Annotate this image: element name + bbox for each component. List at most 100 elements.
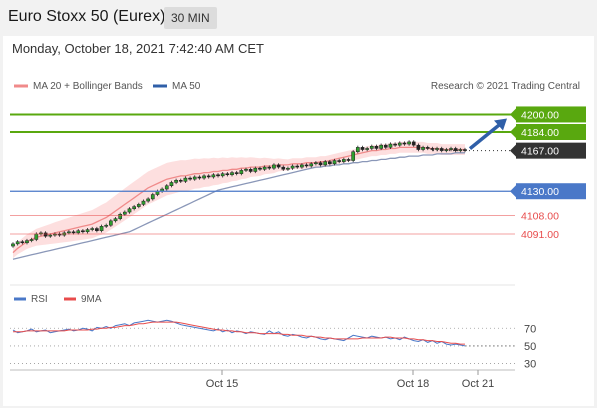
candle <box>192 176 197 180</box>
candle <box>314 162 318 165</box>
candle <box>290 165 295 169</box>
candle <box>411 141 416 146</box>
candle <box>67 231 71 234</box>
level-tag-pointer <box>510 126 516 138</box>
candle <box>43 232 48 237</box>
candle <box>332 160 337 165</box>
level-tag-pointer <box>510 108 516 121</box>
level-label-current: 4167.00 <box>521 146 559 158</box>
level-label-support: 4108.00 <box>521 210 559 222</box>
candle <box>29 239 34 241</box>
candle <box>220 173 225 177</box>
candle <box>34 233 39 240</box>
candle <box>253 167 258 172</box>
candle <box>393 143 397 146</box>
candle <box>360 147 365 150</box>
candle <box>48 234 53 237</box>
candle <box>337 160 342 162</box>
rsi-line <box>12 319 466 347</box>
rsi-tick-label: 50 <box>524 341 536 353</box>
candle <box>300 164 304 168</box>
candle <box>374 146 379 149</box>
rsi-plot: 70 50 30 <box>10 319 536 371</box>
candle <box>188 177 192 180</box>
candle <box>118 214 123 219</box>
header-bar: Euro Stoxx 50 (Eurex) 30 MIN <box>0 0 597 36</box>
candle <box>379 144 383 149</box>
ma50-legend-label: MA 50 <box>172 81 201 92</box>
candle <box>95 228 99 231</box>
candle <box>76 230 81 234</box>
target-arrow-head <box>494 118 507 131</box>
level-label-support: 4091.00 <box>521 229 559 241</box>
rsi-legend-label: RSI <box>31 294 48 305</box>
candle <box>136 204 141 207</box>
candle <box>383 144 388 148</box>
candle <box>369 146 374 149</box>
candle <box>430 148 435 150</box>
level-tag-target <box>516 124 586 140</box>
rsi-tick-label: 30 <box>524 359 536 371</box>
candle <box>104 224 109 227</box>
candle <box>309 163 314 167</box>
candle <box>276 164 281 168</box>
candle <box>225 173 230 176</box>
candle <box>81 230 85 233</box>
candle <box>183 177 188 182</box>
candle <box>146 198 150 202</box>
level-tag-target <box>516 106 586 123</box>
candle <box>355 147 360 152</box>
rsi-ma-line <box>13 321 465 345</box>
rsi-tick-label: 70 <box>524 323 536 335</box>
candle <box>11 243 15 247</box>
x-tick-label: Oct 15 <box>206 378 238 390</box>
candle <box>304 164 309 167</box>
candle <box>397 142 402 146</box>
candle <box>281 166 286 170</box>
candle <box>25 240 29 244</box>
candle <box>365 148 369 150</box>
candle <box>407 141 411 145</box>
target-arrow <box>468 122 503 151</box>
level-label-target: 4200.00 <box>521 109 559 121</box>
candle <box>402 142 407 145</box>
level-tag-pointer <box>510 185 516 198</box>
candle <box>230 172 234 176</box>
candle <box>239 170 244 174</box>
candle <box>453 148 458 151</box>
candle <box>449 148 453 150</box>
candle <box>421 147 425 150</box>
x-tick-label: Oct 18 <box>397 378 429 390</box>
candle <box>122 211 127 215</box>
candle <box>444 149 449 151</box>
x-axis: Oct 15 Oct 18 Oct 21 <box>206 370 494 390</box>
candle <box>132 206 137 210</box>
candle <box>267 166 272 169</box>
ma20-line <box>12 146 465 254</box>
candle <box>141 200 146 205</box>
candle <box>341 159 346 162</box>
candle <box>127 208 132 213</box>
candle <box>174 180 178 183</box>
candle <box>164 185 169 190</box>
candle <box>206 175 211 178</box>
candle <box>425 147 430 149</box>
level-label-target: 4184.00 <box>521 127 559 139</box>
candle <box>113 218 118 222</box>
candle <box>435 148 439 150</box>
candle <box>286 167 290 170</box>
candle <box>346 159 351 161</box>
candle <box>15 241 20 245</box>
price-levels: 4200.00 4184.00 4167.00 4130.00 4108.00 4091.… <box>10 106 586 241</box>
candle <box>109 220 113 226</box>
candle <box>262 166 267 170</box>
candle <box>211 174 216 178</box>
candle <box>295 165 300 168</box>
candle <box>416 144 421 150</box>
candle <box>323 161 328 166</box>
candle <box>169 182 174 186</box>
candle <box>318 162 323 166</box>
candle <box>150 194 155 200</box>
level-tag-pointer <box>510 144 516 157</box>
interval-badge[interactable]: 30 MIN <box>164 7 217 29</box>
